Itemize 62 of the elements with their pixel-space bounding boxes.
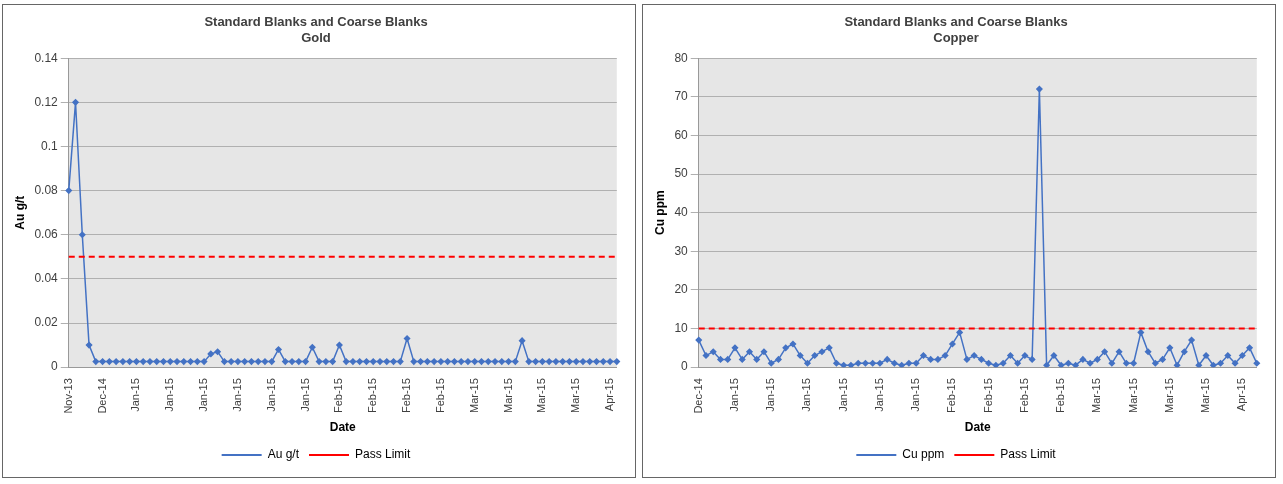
x-tick-label: Apr-15 bbox=[603, 378, 616, 412]
legend-label: Pass Limit bbox=[1000, 447, 1057, 462]
x-axis-title: Date bbox=[964, 420, 992, 435]
x-tick-label: Jan-15 bbox=[230, 378, 243, 412]
x-tick-label: Feb-15 bbox=[1017, 378, 1030, 413]
x-tick-label: Mar-15 bbox=[467, 378, 480, 413]
y-tick-label: 80 bbox=[674, 50, 689, 65]
x-tick-label: Feb-15 bbox=[945, 378, 958, 413]
y-tick-label: 70 bbox=[674, 89, 689, 104]
chart-subtitle: Gold bbox=[301, 29, 331, 45]
x-tick-label: Mar-15 bbox=[501, 378, 514, 413]
x-tick-label: Mar-15 bbox=[1162, 378, 1175, 413]
x-tick-label: Jan-15 bbox=[197, 378, 210, 412]
y-tick-label: 0.08 bbox=[34, 182, 59, 197]
x-tick-label: Mar-15 bbox=[1126, 378, 1139, 413]
x-tick-label: Mar-15 bbox=[569, 378, 582, 413]
x-tick-label: Jan-15 bbox=[836, 378, 849, 412]
legend-label: Cu ppm bbox=[902, 447, 945, 462]
x-tick-label: Mar-15 bbox=[535, 378, 548, 413]
x-tick-label: Jan-15 bbox=[800, 378, 813, 412]
y-tick-label: 30 bbox=[674, 243, 689, 258]
x-tick-label: Mar-15 bbox=[1199, 378, 1212, 413]
y-tick-label: 10 bbox=[674, 320, 689, 335]
x-tick-label: Apr-15 bbox=[1235, 378, 1248, 412]
x-tick-label: Mar-15 bbox=[1090, 378, 1103, 413]
chart-title: Standard Blanks and Coarse Blanks bbox=[204, 14, 428, 30]
y-tick-label: 0.06 bbox=[34, 227, 59, 242]
y-axis-title: Cu ppm bbox=[652, 190, 667, 236]
chart-title: Standard Blanks and Coarse Blanks bbox=[844, 14, 1068, 30]
y-tick-label: 20 bbox=[674, 282, 689, 297]
y-tick-label: 50 bbox=[674, 166, 689, 181]
y-tick-label: 0.04 bbox=[34, 271, 59, 286]
x-tick-label: Dec-14 bbox=[691, 378, 704, 414]
y-tick-label: 0.12 bbox=[34, 94, 59, 109]
y-tick-label: 0 bbox=[681, 359, 689, 374]
x-tick-label: Feb-15 bbox=[366, 378, 379, 413]
x-tick-label: Dec-14 bbox=[95, 378, 108, 414]
x-tick-label: Nov-13 bbox=[61, 378, 74, 414]
x-tick-label: Jan-15 bbox=[872, 378, 885, 412]
y-tick-label: 0.1 bbox=[41, 138, 59, 153]
x-axis-title: Date bbox=[329, 420, 357, 435]
x-tick-label: Jan-15 bbox=[264, 378, 277, 412]
x-tick-label: Jan-15 bbox=[298, 378, 311, 412]
x-tick-label: Feb-15 bbox=[433, 378, 446, 413]
legend-label: Au g/t bbox=[267, 447, 300, 462]
x-tick-label: Jan-15 bbox=[764, 378, 777, 412]
x-tick-label: Jan-15 bbox=[163, 378, 176, 412]
y-tick-label: 0.02 bbox=[34, 315, 59, 330]
x-tick-label: Jan-15 bbox=[728, 378, 741, 412]
y-tick-label: 0.14 bbox=[34, 50, 59, 65]
y-tick-label: 0 bbox=[51, 359, 59, 374]
x-tick-label: Feb-15 bbox=[400, 378, 413, 413]
chart-subtitle: Copper bbox=[933, 29, 979, 45]
y-tick-label: 60 bbox=[674, 127, 689, 142]
x-tick-label: Feb-15 bbox=[1054, 378, 1067, 413]
y-tick-label: 40 bbox=[674, 204, 689, 219]
x-tick-label: Feb-15 bbox=[981, 378, 994, 413]
legend-label: Pass Limit bbox=[355, 447, 412, 462]
x-tick-label: Jan-15 bbox=[909, 378, 922, 412]
x-tick-label: Jan-15 bbox=[129, 378, 142, 412]
y-axis-title: Au g/t bbox=[12, 195, 27, 230]
x-tick-label: Feb-15 bbox=[332, 378, 345, 413]
